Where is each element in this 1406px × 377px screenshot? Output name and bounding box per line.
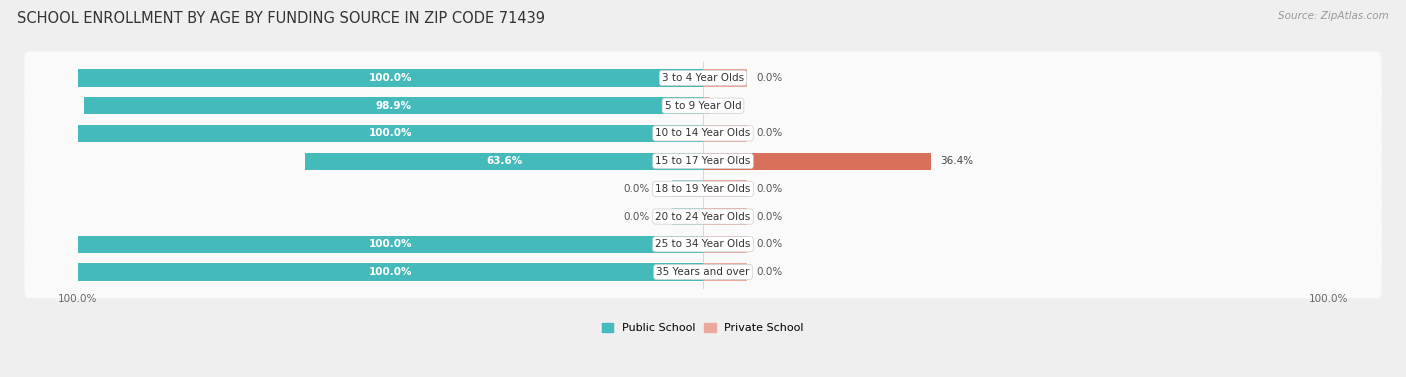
Text: 1.1%: 1.1% [720, 101, 745, 111]
FancyBboxPatch shape [24, 218, 1382, 271]
Bar [703, 236, 747, 253]
FancyBboxPatch shape [24, 246, 1382, 298]
Bar [77, 125, 703, 142]
Bar [703, 97, 710, 114]
Text: 100.0%: 100.0% [368, 239, 412, 249]
FancyBboxPatch shape [24, 107, 1382, 160]
FancyBboxPatch shape [24, 190, 1382, 243]
Text: 98.9%: 98.9% [375, 101, 412, 111]
Text: 0.0%: 0.0% [756, 211, 782, 222]
Text: 0.0%: 0.0% [756, 267, 782, 277]
Text: 100.0%: 100.0% [368, 267, 412, 277]
Legend: Public School, Private School: Public School, Private School [602, 323, 804, 333]
Bar [672, 208, 703, 225]
Bar [305, 153, 703, 170]
Text: 36.4%: 36.4% [941, 156, 973, 166]
Text: 35 Years and over: 35 Years and over [657, 267, 749, 277]
Bar [703, 180, 747, 198]
Text: 0.0%: 0.0% [756, 239, 782, 249]
Text: 3 to 4 Year Olds: 3 to 4 Year Olds [662, 73, 744, 83]
Text: 0.0%: 0.0% [756, 184, 782, 194]
Text: 10 to 14 Year Olds: 10 to 14 Year Olds [655, 129, 751, 138]
FancyBboxPatch shape [24, 52, 1382, 104]
Text: 100.0%: 100.0% [368, 73, 412, 83]
Bar [703, 153, 931, 170]
Bar [703, 69, 747, 87]
Bar [84, 97, 703, 114]
Text: 5 to 9 Year Old: 5 to 9 Year Old [665, 101, 741, 111]
Bar [703, 208, 747, 225]
FancyBboxPatch shape [24, 135, 1382, 187]
Text: 0.0%: 0.0% [624, 184, 650, 194]
Text: 0.0%: 0.0% [756, 129, 782, 138]
Text: 63.6%: 63.6% [486, 156, 522, 166]
Text: 0.0%: 0.0% [756, 73, 782, 83]
Bar [77, 236, 703, 253]
Text: 15 to 17 Year Olds: 15 to 17 Year Olds [655, 156, 751, 166]
Bar [77, 69, 703, 87]
Text: 0.0%: 0.0% [624, 211, 650, 222]
Text: Source: ZipAtlas.com: Source: ZipAtlas.com [1278, 11, 1389, 21]
Text: 20 to 24 Year Olds: 20 to 24 Year Olds [655, 211, 751, 222]
Text: SCHOOL ENROLLMENT BY AGE BY FUNDING SOURCE IN ZIP CODE 71439: SCHOOL ENROLLMENT BY AGE BY FUNDING SOUR… [17, 11, 546, 26]
FancyBboxPatch shape [24, 162, 1382, 215]
FancyBboxPatch shape [24, 79, 1382, 132]
Bar [703, 125, 747, 142]
Bar [672, 180, 703, 198]
Bar [77, 264, 703, 280]
Text: 25 to 34 Year Olds: 25 to 34 Year Olds [655, 239, 751, 249]
Text: 18 to 19 Year Olds: 18 to 19 Year Olds [655, 184, 751, 194]
Bar [703, 264, 747, 280]
Text: 100.0%: 100.0% [368, 129, 412, 138]
